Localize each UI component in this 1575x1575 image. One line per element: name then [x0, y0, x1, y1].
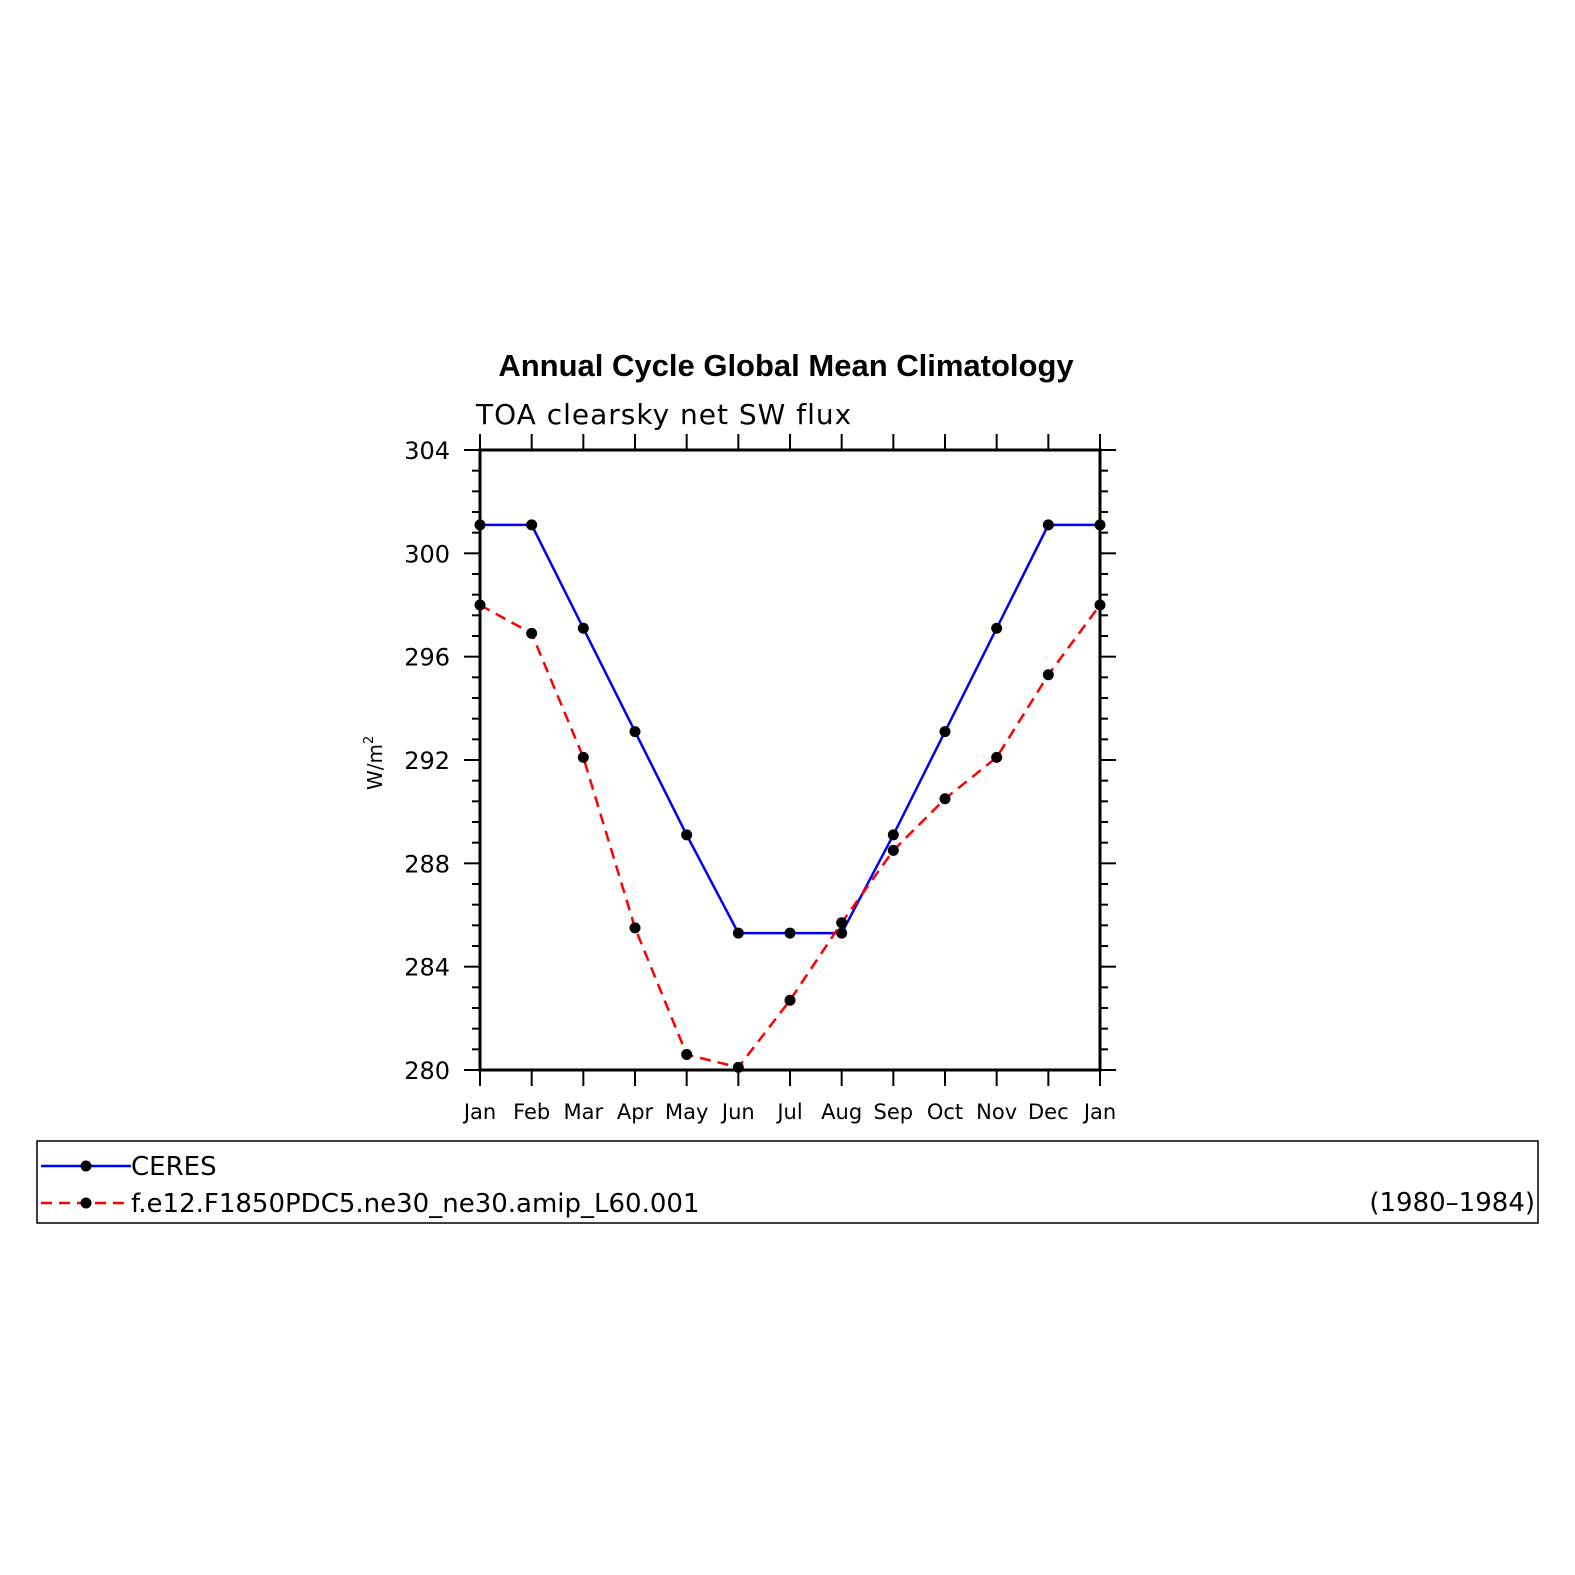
x-tick-label: Apr [617, 1100, 654, 1124]
series-1-point [681, 829, 693, 841]
series-2-point [526, 627, 538, 639]
series-2-point [577, 751, 589, 763]
series-2-point [784, 994, 796, 1006]
x-tick-label: Oct [927, 1100, 963, 1124]
series-2-point [991, 751, 1003, 763]
legend: CERES f.e12.F1850PDC5.ne30_ne30.amip_L60.… [36, 1140, 1539, 1224]
series-2-point [1094, 599, 1106, 611]
y-tick-label: 300 [404, 540, 450, 568]
chart-title: Annual Cycle Global Mean Climatology [498, 348, 1074, 383]
x-tick-label: Sep [874, 1100, 914, 1124]
y-tick-label: 296 [404, 644, 450, 672]
x-tick-label: Jun [720, 1100, 755, 1124]
series-1-point [1042, 519, 1054, 531]
legend-period-note: (1980–1984) [1369, 1188, 1535, 1218]
legend-items: CERES f.e12.F1850PDC5.ne30_ne30.amip_L60.… [41, 1152, 699, 1219]
y-tick-label: 288 [404, 850, 450, 878]
series-2-point [681, 1049, 693, 1060]
y-tick-label: 280 [404, 1057, 450, 1085]
x-tick-label: Mar [564, 1100, 604, 1124]
y-tick-label: 292 [404, 747, 450, 775]
series-2-point [939, 793, 951, 805]
x-tick-label: Aug [821, 1100, 862, 1124]
series-2-point [732, 1061, 744, 1073]
y-tick-label: 304 [404, 437, 450, 465]
legend-marker-2 [80, 1197, 92, 1209]
series-1-point [887, 829, 899, 841]
series-1-point [836, 927, 848, 939]
x-tick-label: Jan [1082, 1100, 1116, 1124]
legend-marker-1 [80, 1160, 92, 1172]
x-tick-label: Jul [775, 1100, 802, 1124]
series-1-point [784, 927, 796, 939]
x-tick-label: Jan [462, 1100, 496, 1124]
x-tick-label: Dec [1028, 1100, 1069, 1124]
x-tick-label: Feb [513, 1100, 550, 1124]
series-1-point [991, 622, 1003, 634]
axes: 280 284 288 292 296 300 304 Jan Feb Mar Apr May Jun J… [404, 434, 1116, 1124]
series-1-point [629, 726, 641, 738]
series-1-point [939, 726, 951, 738]
y-tick-label: 284 [404, 954, 450, 982]
series-2-point [887, 844, 899, 856]
series-layer [474, 519, 1106, 1073]
y-axis-label-text: W/m [363, 744, 387, 790]
legend-label-1: CERES [131, 1152, 217, 1182]
series-1-point [1094, 519, 1106, 531]
plot-frame [478, 448, 1102, 1072]
series-2-point [1042, 669, 1054, 681]
series-2-point [474, 599, 486, 611]
series-line-1 [480, 523, 1100, 935]
series-1-point [526, 519, 538, 531]
series-2-point [836, 917, 848, 929]
x-tick-label: May [665, 1100, 708, 1124]
legend-label-2: f.e12.F1850PDC5.ne30_ne30.amip_L60.001 [131, 1189, 699, 1219]
chart-subtitle: TOA clearsky net SW flux [475, 398, 852, 431]
series-1-point [474, 519, 486, 531]
series-2-point [629, 922, 641, 934]
series-1-point [577, 622, 589, 634]
legend-box [36, 1140, 1539, 1224]
x-tick-label: Nov [976, 1100, 1017, 1124]
series-1-point [732, 927, 744, 939]
y-axis-label-superscript: 2 [362, 736, 377, 744]
y-axis-label: W/m2 [362, 736, 387, 790]
